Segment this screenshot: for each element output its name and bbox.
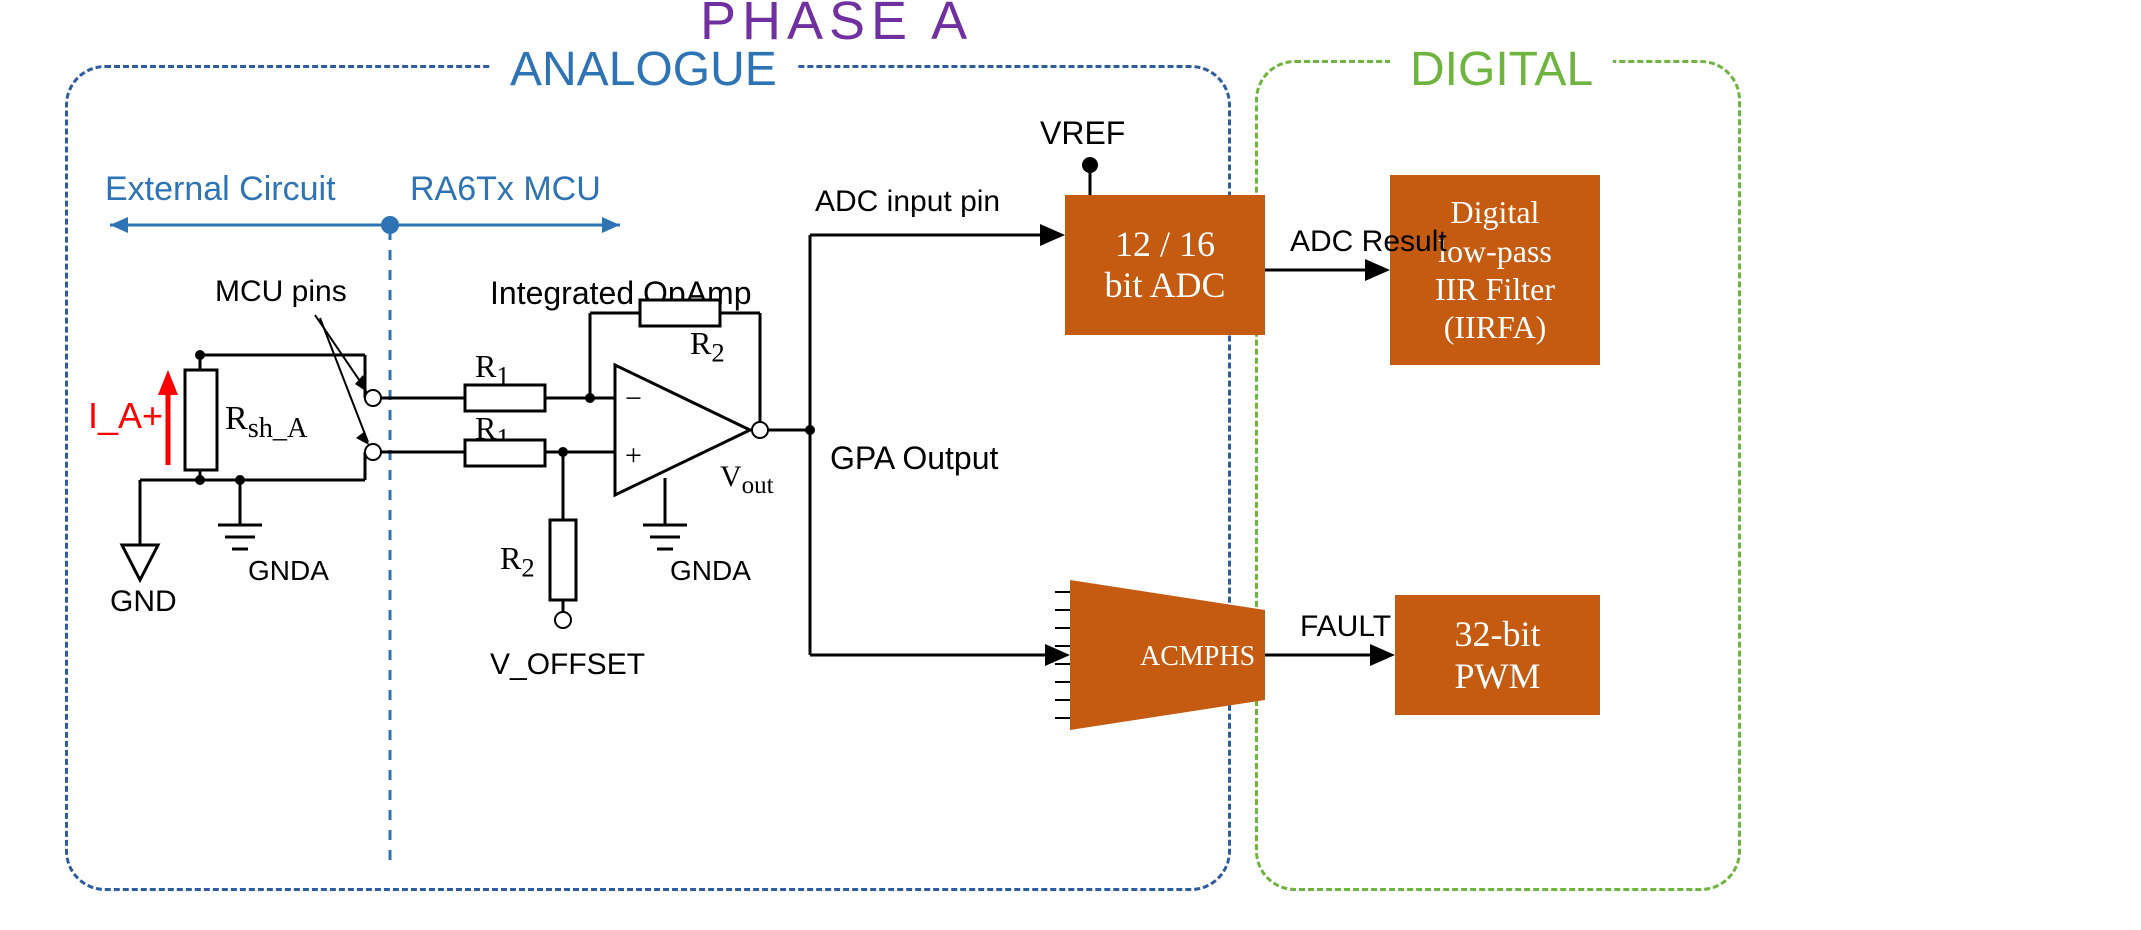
current-ia-label: I_A+ bbox=[88, 395, 163, 437]
gnd-label: GND bbox=[110, 585, 177, 619]
r1-top-label: R1 bbox=[475, 348, 510, 391]
adc-block-label: 12 / 16bit ADC bbox=[1104, 224, 1225, 307]
r2-fb-label: R2 bbox=[690, 325, 725, 368]
external-circuit-label: External Circuit bbox=[105, 170, 336, 209]
pwm-block: 32-bitPWM bbox=[1395, 595, 1600, 715]
adc-input-label: ADC input pin bbox=[815, 185, 1000, 219]
analogue-title: ANALOGUE bbox=[510, 43, 777, 96]
digital-title: DIGITAL bbox=[1410, 43, 1593, 96]
mcu-label: RA6Tx MCU bbox=[410, 170, 601, 209]
gnda2-label: GNDA bbox=[670, 555, 751, 587]
vout-label: Vout bbox=[720, 460, 774, 500]
adc-result-label: ADC Result bbox=[1290, 225, 1447, 259]
voffset-label: V_OFFSET bbox=[490, 648, 645, 682]
gpa-output-label: GPA Output bbox=[830, 440, 998, 477]
opamp-label: Integrated OpAmp bbox=[490, 275, 751, 312]
analogue-title-wrap: ANALOGUE bbox=[490, 42, 797, 97]
iir-filter-block: Digitallow-passIIR Filter(IIRFA) bbox=[1390, 175, 1600, 365]
fault-label: FAULT bbox=[1300, 610, 1391, 644]
adc-block: 12 / 16bit ADC bbox=[1065, 195, 1265, 335]
digital-title-wrap: DIGITAL bbox=[1390, 42, 1613, 97]
r2-gnd-label: R2 bbox=[500, 540, 535, 583]
mcu-pins-label: MCU pins bbox=[215, 275, 347, 309]
iir-block-label: Digitallow-passIIR Filter(IIRFA) bbox=[1435, 193, 1555, 347]
r1-bot-label: R1 bbox=[475, 410, 510, 453]
rsh-label: Rsh_A bbox=[225, 400, 308, 445]
pwm-block-label: 32-bitPWM bbox=[1454, 613, 1540, 697]
vref-label: VREF bbox=[1040, 115, 1125, 152]
gnda1-label: GNDA bbox=[248, 555, 329, 587]
